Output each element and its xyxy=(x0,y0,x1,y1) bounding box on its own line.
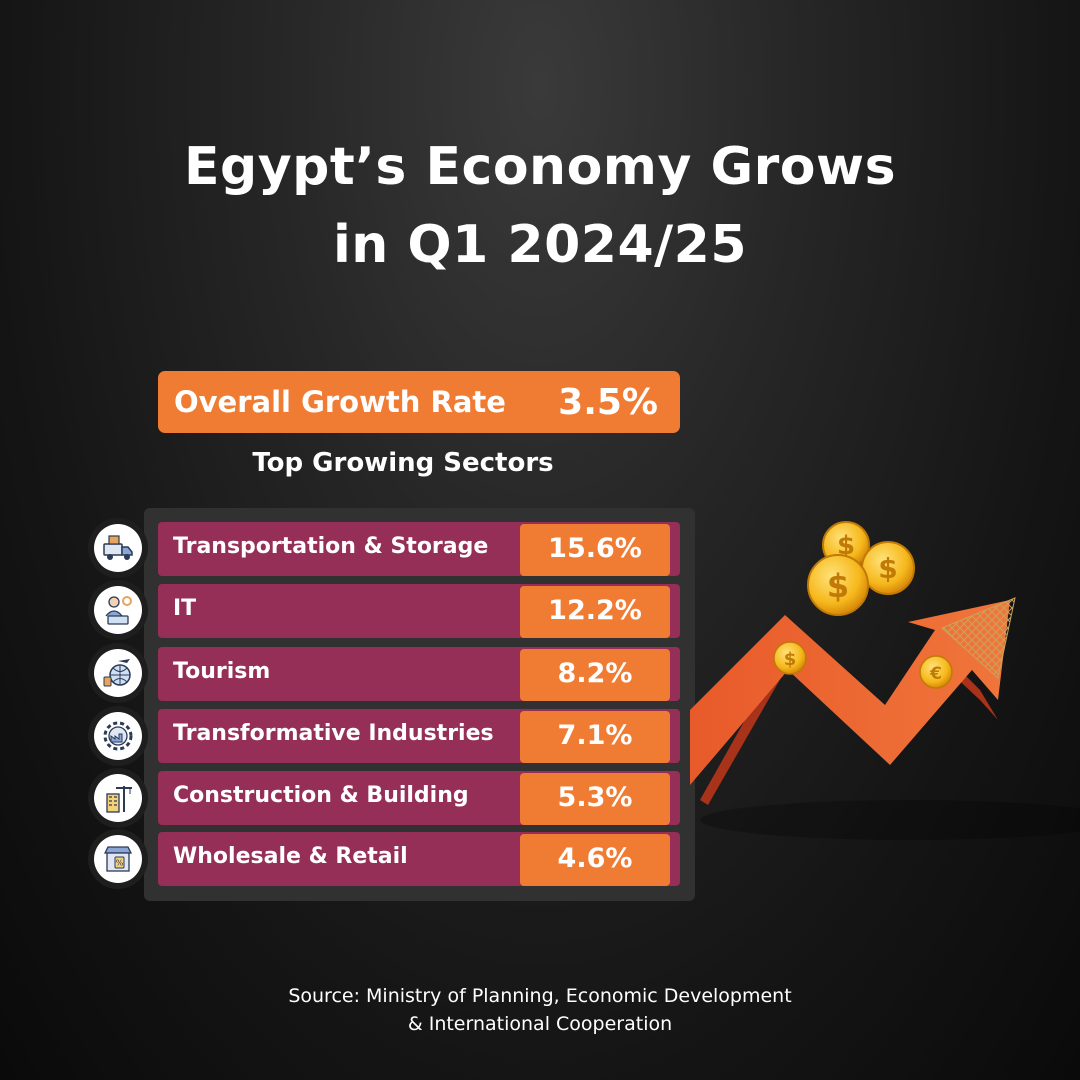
svg-text:$: $ xyxy=(878,552,897,585)
coin-icon: $ xyxy=(807,554,869,616)
coin-icon: $ xyxy=(773,641,807,675)
sector-value: 8.2% xyxy=(520,649,670,701)
sector-value: 4.6% xyxy=(520,834,670,886)
source-line-2: & International Cooperation xyxy=(407,1013,673,1035)
sector-row-transportation: Transportation & Storage 15.6% xyxy=(158,522,680,576)
title-line-2: in Q1 2024/25 xyxy=(332,215,748,275)
sector-label: Transportation & Storage xyxy=(173,534,489,559)
factory-gear-icon xyxy=(88,706,148,766)
growth-arrow-illustration: $ € $ $ $ xyxy=(690,521,1080,840)
sector-label: Construction & Building xyxy=(173,783,469,808)
sector-label: IT xyxy=(173,596,197,621)
overall-growth-banner: Overall Growth Rate 3.5% xyxy=(158,371,680,433)
overall-growth-value: 3.5% xyxy=(558,381,658,423)
page-title: Egypt’s Economy Grows in Q1 2024/25 xyxy=(0,128,1080,284)
travel-globe-icon xyxy=(88,643,148,703)
svg-text:€: € xyxy=(929,664,942,684)
sector-label: Transformative Industries xyxy=(173,721,494,746)
sector-label: Wholesale & Retail xyxy=(173,844,408,869)
source-note: Source: Ministry of Planning, Economic D… xyxy=(0,982,1040,1038)
svg-text:$: $ xyxy=(784,649,797,670)
retail-store-icon: % xyxy=(88,829,148,889)
svg-text:$: $ xyxy=(827,567,849,605)
sector-row-wholesale-retail: Wholesale & Retail 4.6% xyxy=(158,832,680,886)
crane-building-icon xyxy=(88,768,148,828)
it-technician-icon xyxy=(88,580,148,640)
sector-row-construction: Construction & Building 5.3% xyxy=(158,771,680,825)
svg-text:%: % xyxy=(116,859,124,868)
sector-value: 12.2% xyxy=(520,586,670,638)
sector-value: 15.6% xyxy=(520,524,670,576)
sectors-heading: Top Growing Sectors xyxy=(252,448,554,478)
sector-row-it: IT 12.2% xyxy=(158,584,680,638)
delivery-truck-icon xyxy=(88,518,148,578)
sector-label: Tourism xyxy=(173,659,271,684)
overall-growth-label: Overall Growth Rate xyxy=(174,385,506,419)
coin-icon: $ xyxy=(861,541,915,595)
source-line-1: Source: Ministry of Planning, Economic D… xyxy=(288,985,792,1007)
title-line-1: Egypt’s Economy Grows xyxy=(183,137,897,197)
sector-value: 5.3% xyxy=(520,773,670,825)
svg-text:$: $ xyxy=(837,531,855,561)
sector-row-tourism: Tourism 8.2% xyxy=(158,647,680,701)
arrow-shape xyxy=(690,600,1010,785)
sector-value: 7.1% xyxy=(520,711,670,763)
sector-row-transformative-industries: Transformative Industries 7.1% xyxy=(158,709,680,763)
euro-coin-icon: € xyxy=(919,655,953,689)
